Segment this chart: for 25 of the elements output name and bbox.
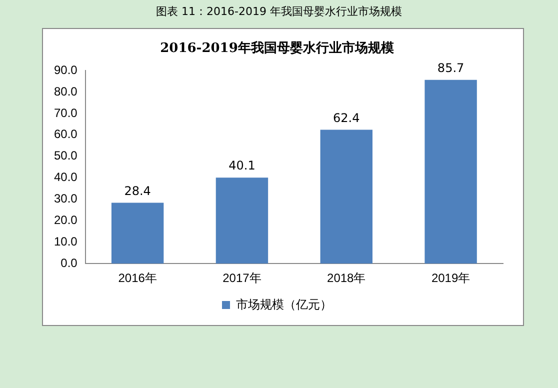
- y-tick-label: 0.0: [60, 256, 78, 270]
- y-tick-label: 70.0: [54, 106, 78, 120]
- y-tick-label: 30.0: [54, 192, 78, 206]
- data-label: 85.7: [437, 60, 464, 75]
- bar: [111, 202, 164, 264]
- chart-title: 2016-2019年我国母婴水行业市场规模: [160, 40, 394, 56]
- y-tick-label: 20.0: [54, 213, 78, 228]
- legend-label: 市场规模（亿元）: [236, 297, 332, 312]
- x-tick-label: 2018年: [327, 271, 366, 286]
- x-tick-label: 2019年: [431, 271, 470, 286]
- y-tick-label: 40.0: [54, 170, 78, 184]
- y-tick-label: 90.0: [54, 62, 78, 77]
- x-tick-label: 2016年: [118, 271, 157, 286]
- bar: [216, 178, 268, 264]
- y-tick-label: 10.0: [54, 234, 78, 248]
- bar: [320, 130, 372, 264]
- data-label: 40.1: [228, 158, 256, 173]
- y-tick-label: 80.0: [54, 84, 78, 98]
- data-label: 62.4: [333, 110, 360, 125]
- x-tick-label: 2017年: [222, 271, 262, 286]
- data-label: 28.4: [124, 184, 151, 198]
- text: 图表 11：2016-2019 年我国母婴水行业市场规模: [155, 4, 403, 19]
- y-tick-label: 60.0: [54, 127, 78, 142]
- y-tick-label: 50.0: [54, 148, 78, 163]
- bar: [424, 80, 477, 264]
